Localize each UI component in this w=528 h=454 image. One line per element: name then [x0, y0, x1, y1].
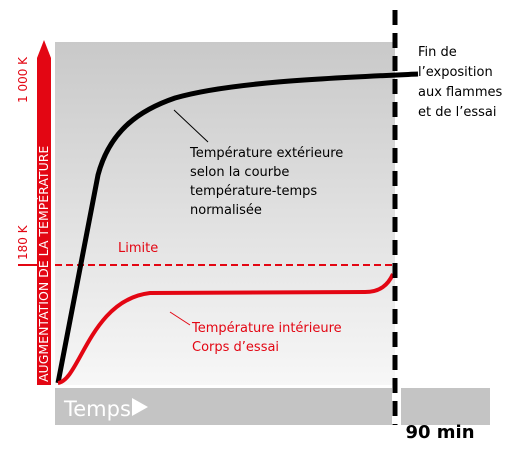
time-bar: [55, 388, 490, 425]
end-label: 90 min: [405, 422, 474, 443]
axis-label: AUGMENTATION DE LA TEMPÉRATURE: [36, 146, 51, 382]
time-label: Temps: [63, 397, 131, 421]
outer-note: Température extérieure selon la courbe t…: [189, 146, 343, 218]
note-line: température-temps: [190, 184, 317, 199]
note-line: Fin de: [418, 45, 457, 60]
tick-low: 180 K: [16, 224, 30, 260]
tick-high: 1 000 K: [16, 56, 30, 103]
plot-area: [55, 42, 395, 385]
limit-label: Limite: [118, 241, 158, 256]
note-line: Température intérieure: [191, 321, 342, 336]
note-line: aux flammes: [418, 85, 503, 100]
note-line: selon la courbe: [190, 165, 289, 180]
note-line: Corps d’essai: [192, 340, 279, 355]
inner-curve: [57, 273, 395, 385]
inner-note: Température intérieure Corps d’essai: [191, 321, 342, 355]
outer-pointer: [173, 109, 209, 143]
end-note: Fin de l’exposition aux flammes et de l’…: [418, 45, 503, 120]
note-line: normalisée: [190, 203, 262, 218]
note-line: l’exposition: [418, 65, 493, 80]
inner-pointer: [169, 311, 191, 326]
outer-curve: [55, 71, 419, 384]
note-line: et de l’essai: [418, 105, 496, 120]
note-line: Température extérieure: [189, 146, 343, 161]
time-arrow: [132, 398, 148, 416]
temperature-axis: [37, 40, 51, 385]
